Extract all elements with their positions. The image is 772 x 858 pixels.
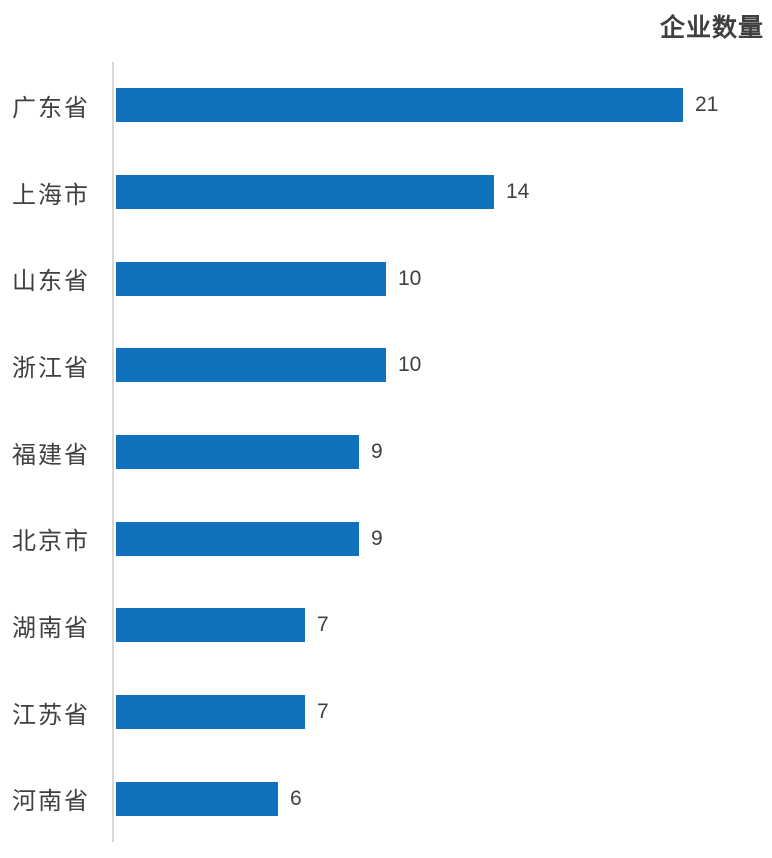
bar-track: 6 bbox=[116, 781, 772, 816]
value-label: 7 bbox=[317, 700, 329, 724]
value-label: 6 bbox=[290, 786, 302, 810]
bar-row: 江苏省 7 bbox=[0, 669, 772, 756]
bar bbox=[116, 781, 278, 816]
chart-title: 企业数量 bbox=[659, 14, 764, 42]
bar-track: 14 bbox=[116, 175, 772, 209]
bar-row: 广东省 21 bbox=[0, 62, 772, 149]
bar bbox=[116, 348, 386, 383]
bar-row: 山东省 10 bbox=[0, 235, 772, 322]
plot-area: 广东省 21 上海市 14 山东省 10 bbox=[0, 62, 772, 842]
bar bbox=[116, 261, 386, 296]
bar-rows: 广东省 21 上海市 14 山东省 10 bbox=[0, 62, 772, 842]
bar bbox=[116, 435, 359, 470]
bar-track: 10 bbox=[116, 261, 772, 296]
bar-row: 河南省 6 bbox=[0, 755, 772, 842]
bar-track: 9 bbox=[116, 521, 772, 556]
category-label: 上海市 bbox=[12, 182, 90, 209]
category-label: 江苏省 bbox=[12, 702, 90, 729]
category-label: 广东省 bbox=[12, 95, 90, 122]
bar bbox=[116, 695, 305, 730]
value-label: 7 bbox=[317, 613, 329, 637]
bar-track: 7 bbox=[116, 608, 772, 643]
bar-row: 福建省 9 bbox=[0, 409, 772, 496]
bar bbox=[116, 521, 359, 556]
bar-row: 北京市 9 bbox=[0, 495, 772, 582]
value-label: 9 bbox=[371, 526, 383, 550]
bar bbox=[116, 608, 305, 643]
value-label: 10 bbox=[398, 353, 422, 377]
category-label: 北京市 bbox=[12, 529, 90, 556]
bar bbox=[116, 88, 683, 123]
bar-track: 9 bbox=[116, 435, 772, 470]
value-label: 9 bbox=[371, 440, 383, 464]
bar-track: 7 bbox=[116, 695, 772, 730]
y-axis-line bbox=[112, 62, 114, 842]
bar-row: 浙江省 10 bbox=[0, 322, 772, 409]
category-label: 湖南省 bbox=[12, 615, 90, 642]
bar-track: 21 bbox=[116, 88, 772, 123]
value-label: 14 bbox=[506, 180, 530, 203]
bar-row: 上海市 14 bbox=[0, 149, 772, 236]
category-label: 浙江省 bbox=[12, 355, 90, 382]
bar-row: 湖南省 7 bbox=[0, 582, 772, 669]
value-label: 21 bbox=[695, 93, 719, 117]
category-label: 河南省 bbox=[12, 789, 90, 816]
category-label: 福建省 bbox=[12, 442, 90, 469]
category-label: 山东省 bbox=[12, 269, 90, 296]
bar bbox=[116, 175, 494, 209]
bar-track: 10 bbox=[116, 348, 772, 383]
value-label: 10 bbox=[398, 266, 422, 290]
